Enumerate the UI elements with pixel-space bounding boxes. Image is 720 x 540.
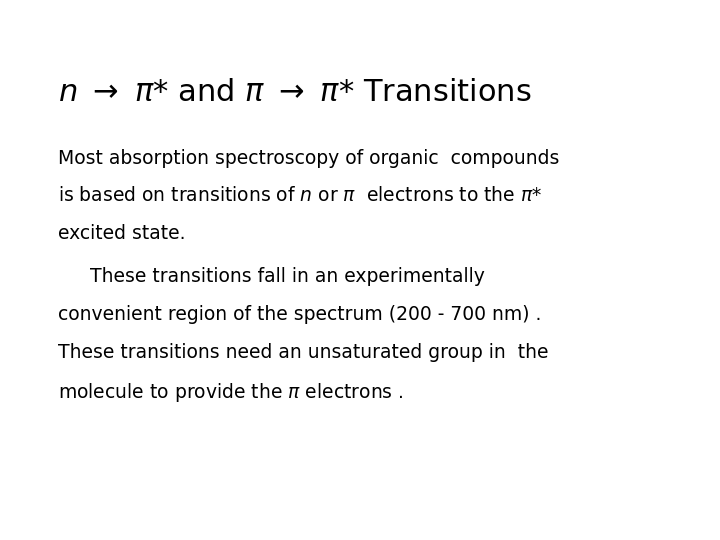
Text: $\mathit{n}$ $\rightarrow$ $\pi$* and $\pi$ $\rightarrow$ $\pi$* Transitions: $\mathit{n}$ $\rightarrow$ $\pi$* and $\… <box>58 78 531 107</box>
Text: excited state.: excited state. <box>58 224 185 243</box>
Text: These transitions fall in an experimentally: These transitions fall in an experimenta… <box>90 267 485 286</box>
Text: These transitions need an unsaturated group in  the: These transitions need an unsaturated gr… <box>58 343 548 362</box>
Text: molecule to provide the $\pi$ electrons .: molecule to provide the $\pi$ electrons … <box>58 381 403 404</box>
Text: Most absorption spectroscopy of organic  compounds: Most absorption spectroscopy of organic … <box>58 148 559 167</box>
Text: convenient region of the spectrum (200 - 700 nm) .: convenient region of the spectrum (200 -… <box>58 305 541 324</box>
Text: is based on transitions of $\mathit{n}$ or $\pi$  electrons to the $\pi$*: is based on transitions of $\mathit{n}$ … <box>58 186 542 205</box>
